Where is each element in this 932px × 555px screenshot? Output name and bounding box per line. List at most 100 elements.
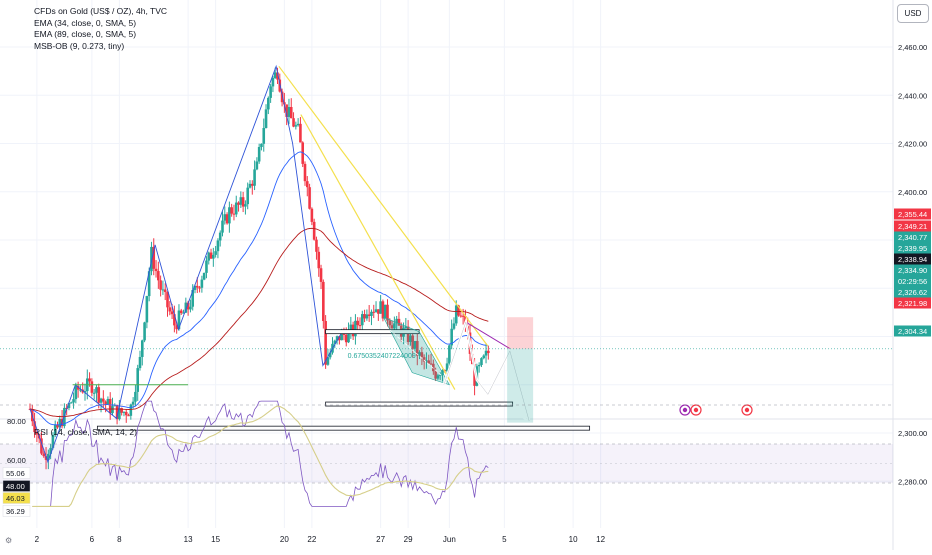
rsi-tick-label: 80.00 xyxy=(7,417,26,426)
candle xyxy=(223,206,227,225)
price-label: 2,340.77 xyxy=(894,231,931,243)
candle xyxy=(157,261,160,289)
candle-body xyxy=(427,360,431,364)
candle-body xyxy=(33,421,36,433)
purple-trendline xyxy=(465,321,511,349)
candle xyxy=(189,299,192,313)
candle-body xyxy=(49,447,52,454)
candle xyxy=(246,182,250,210)
candle-body xyxy=(393,323,396,329)
candle-body xyxy=(269,86,272,98)
candle xyxy=(360,310,364,332)
candle xyxy=(383,304,387,319)
candle xyxy=(159,275,162,297)
candle-body xyxy=(74,385,78,400)
candle-body xyxy=(377,309,380,314)
candle xyxy=(315,236,318,260)
candle-body xyxy=(67,403,71,409)
candle xyxy=(418,350,421,360)
candle-body xyxy=(461,315,465,317)
candle-body xyxy=(140,340,144,357)
ema89-line xyxy=(29,227,489,418)
candle-body xyxy=(230,207,233,214)
candle-body xyxy=(257,146,261,162)
candle-body xyxy=(113,404,117,407)
candle-body xyxy=(92,392,96,394)
event-icon[interactable] xyxy=(690,404,702,416)
candle xyxy=(168,301,172,316)
candle-body xyxy=(317,251,321,269)
candle-body xyxy=(239,197,243,205)
price-label-text: 2,339.95 xyxy=(898,244,927,253)
price-tick-label: 2,420.00 xyxy=(898,140,927,149)
candle xyxy=(244,200,247,215)
price-tick-label: 2,440.00 xyxy=(898,91,927,100)
candle-body xyxy=(326,357,330,365)
candle-body xyxy=(72,399,75,403)
candle-body xyxy=(397,318,401,326)
stop-loss-zone xyxy=(507,317,534,349)
candle xyxy=(136,364,140,401)
price-label: 2,355.44 xyxy=(894,208,931,220)
candle-body xyxy=(198,287,201,289)
candle-body xyxy=(370,311,373,316)
candle-body xyxy=(280,91,284,103)
candle-body xyxy=(425,360,428,362)
candle xyxy=(92,388,96,400)
candle xyxy=(280,88,284,107)
price-label-text: 2,338.94 xyxy=(898,255,927,264)
range-low-box xyxy=(325,401,514,407)
candle xyxy=(131,397,135,409)
candle-body xyxy=(482,355,486,359)
price-label-text: 2,349.21 xyxy=(898,222,927,231)
candle xyxy=(271,75,275,93)
candle xyxy=(452,317,456,331)
candle xyxy=(425,352,428,369)
candle xyxy=(140,339,144,366)
candle-body xyxy=(209,252,213,259)
candle xyxy=(72,392,75,409)
candle-body xyxy=(404,326,408,329)
candle xyxy=(257,143,261,164)
candle-body xyxy=(285,104,288,117)
candle-body xyxy=(118,408,121,420)
time-tick-label: 22 xyxy=(307,535,316,544)
event-icon[interactable] xyxy=(741,404,753,416)
settings-icon[interactable]: ⚙ xyxy=(5,536,12,545)
candle-body xyxy=(179,310,183,314)
candle xyxy=(381,299,385,322)
candle xyxy=(127,413,130,417)
candle xyxy=(303,161,307,186)
candle-body xyxy=(354,320,357,337)
candle-body xyxy=(477,364,481,367)
candle-body xyxy=(415,340,419,356)
currency-button[interactable]: USD xyxy=(897,4,929,23)
candle-body xyxy=(232,213,236,215)
candle-body xyxy=(157,271,160,281)
candle xyxy=(163,283,167,301)
candle xyxy=(95,384,98,403)
candle-body xyxy=(95,387,98,393)
candle-body xyxy=(367,314,371,316)
candle-body xyxy=(292,118,295,127)
price-label: 2,338.94 xyxy=(894,253,931,265)
event-icon[interactable] xyxy=(679,404,691,416)
candle-body xyxy=(58,418,62,428)
candle-body xyxy=(360,314,364,326)
price-label-bg xyxy=(894,286,931,298)
price-label-bg xyxy=(894,325,931,337)
candle xyxy=(292,112,295,128)
candle-body xyxy=(143,322,146,341)
candle-body xyxy=(166,292,169,308)
candle-body xyxy=(136,368,140,392)
candle xyxy=(420,346,424,366)
candle-body xyxy=(448,345,451,364)
candle-body xyxy=(452,323,456,329)
candle xyxy=(409,332,412,346)
candle-body xyxy=(127,415,130,417)
candle xyxy=(234,195,238,218)
candle-body xyxy=(312,221,316,240)
candle xyxy=(411,332,415,358)
